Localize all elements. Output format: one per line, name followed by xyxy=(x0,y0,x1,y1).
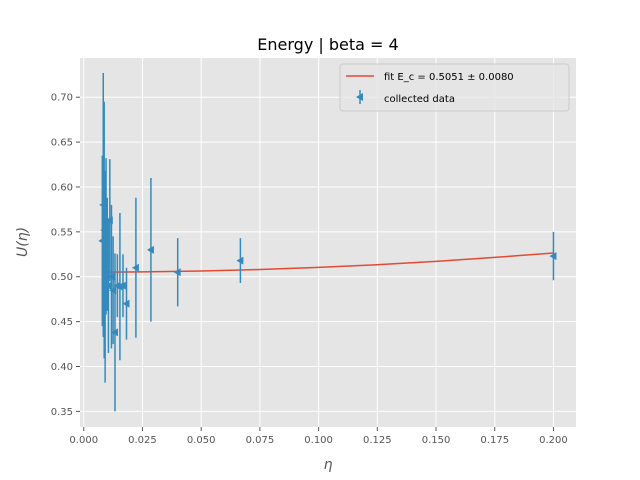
x-tick-label: 0.025 xyxy=(128,435,157,446)
chart-title: Energy | beta = 4 xyxy=(257,35,398,54)
y-tick-label: 0.65 xyxy=(51,138,73,149)
data-point-marker xyxy=(104,281,112,290)
x-tick-label: 0.200 xyxy=(539,435,568,446)
y-axis-ticks: 0.35 0.40 0.45 0.50 0.55 0.60 0.65 0.70 xyxy=(51,93,80,418)
grid xyxy=(80,58,576,427)
data-point-marker xyxy=(118,281,126,290)
fit-line xyxy=(102,252,554,273)
y-axis-label: U(η) xyxy=(15,227,31,257)
legend-box xyxy=(339,63,570,112)
legend-data-swatch xyxy=(356,90,363,104)
data-point-marker xyxy=(146,245,154,254)
legend-data-label: collected data xyxy=(384,94,455,105)
y-tick-label: 0.35 xyxy=(51,407,73,418)
x-tick-label: 0.150 xyxy=(422,435,451,446)
data-point-marker xyxy=(236,256,244,265)
x-axis-ticks: 0.000 0.025 0.050 0.075 0.100 0.125 0.150 0.175… xyxy=(69,427,568,446)
y-tick-label: 0.45 xyxy=(51,317,73,328)
x-axis-label: η xyxy=(324,457,333,473)
fit-series xyxy=(102,252,554,273)
data-point-marker xyxy=(549,252,557,261)
data-point-marker xyxy=(173,268,181,277)
x-tick-label: 0.075 xyxy=(246,435,275,446)
x-tick-label: 0.100 xyxy=(304,435,333,446)
x-tick-label: 0.000 xyxy=(69,435,98,446)
data-point-marker xyxy=(110,328,118,337)
y-tick-label: 0.40 xyxy=(51,362,73,373)
y-tick-label: 0.60 xyxy=(51,182,73,193)
plot-area xyxy=(80,58,576,427)
data-point-marker xyxy=(131,263,139,272)
data-series xyxy=(98,72,557,412)
legend: fit E_c = 0.5051 ± 0.0080 collected data xyxy=(339,63,570,112)
x-tick-label: 0.175 xyxy=(480,435,509,446)
legend-marker xyxy=(356,93,363,101)
y-tick-label: 0.55 xyxy=(51,227,73,238)
y-tick-label: 0.50 xyxy=(51,272,73,283)
data-point-marker xyxy=(122,299,130,308)
y-tick-label: 0.70 xyxy=(51,93,73,104)
legend-fit-label: fit E_c = 0.5051 ± 0.0080 xyxy=(384,72,514,83)
x-tick-label: 0.050 xyxy=(187,435,216,446)
x-tick-label: 0.125 xyxy=(363,435,392,446)
